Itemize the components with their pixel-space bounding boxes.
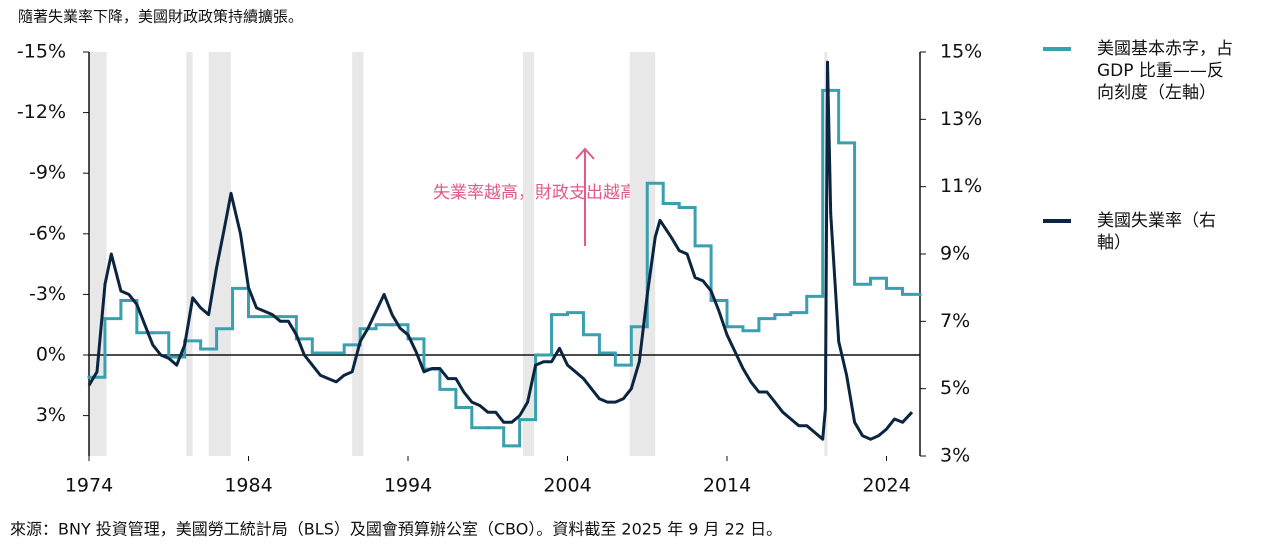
y2-tick-label: 3% xyxy=(940,445,970,467)
y2-tick-label: 11% xyxy=(940,175,982,197)
recession-band xyxy=(629,52,656,456)
source-note: 來源：BNY 投資管理，美國勞工統計局（BLS）及國會預算辦公室（CBO）。資料… xyxy=(10,520,782,539)
y2-tick-label: 9% xyxy=(940,243,970,265)
y2-tick-label: 13% xyxy=(940,108,982,130)
recession-band xyxy=(89,52,107,456)
annotation: 失業率越高，財政支出越高 xyxy=(433,183,637,203)
y2-tick-label: 5% xyxy=(940,377,970,399)
y2-tick-label: 15% xyxy=(940,41,982,63)
x-tick-label: 1974 xyxy=(65,475,113,497)
legend-entry: 美國失業率（右軸） xyxy=(1043,210,1243,254)
legend-label: 美國基本赤字，占 GDP 比重——反向刻度（左軸） xyxy=(1097,39,1233,103)
y-tick-label: -3% xyxy=(29,283,66,305)
plot-area xyxy=(89,52,828,456)
y-tick-label: -12% xyxy=(17,101,66,123)
chart-title: 隨著失業率下降，美國財政政策持續擴張。 xyxy=(18,8,303,26)
x-tick-label: 1994 xyxy=(384,475,432,497)
legend-swatch xyxy=(1043,219,1071,223)
y-tick-label: 3% xyxy=(36,404,66,426)
y-tick-label: -6% xyxy=(29,222,66,244)
recession-band xyxy=(352,52,364,456)
annotation-arrow xyxy=(575,147,595,246)
x-tick-label: 2014 xyxy=(703,475,751,497)
legend-entry: 美國基本赤字，占 GDP 比重——反向刻度（左軸） xyxy=(1043,38,1243,104)
y-tick-label: -9% xyxy=(29,162,66,184)
y-tick-label: -15% xyxy=(17,41,66,63)
x-tick-label: 2024 xyxy=(862,475,910,497)
recession-band xyxy=(186,52,193,456)
recession-band xyxy=(522,52,535,456)
x-tick-label: 2004 xyxy=(543,475,591,497)
legend-swatch xyxy=(1043,47,1071,51)
x-tick-label: 1984 xyxy=(224,475,272,497)
y-tick-label: 0% xyxy=(36,344,66,366)
y2-tick-label: 7% xyxy=(940,310,970,332)
unemployment-line xyxy=(87,60,914,441)
legend-label: 美國失業率（右軸） xyxy=(1097,211,1216,253)
